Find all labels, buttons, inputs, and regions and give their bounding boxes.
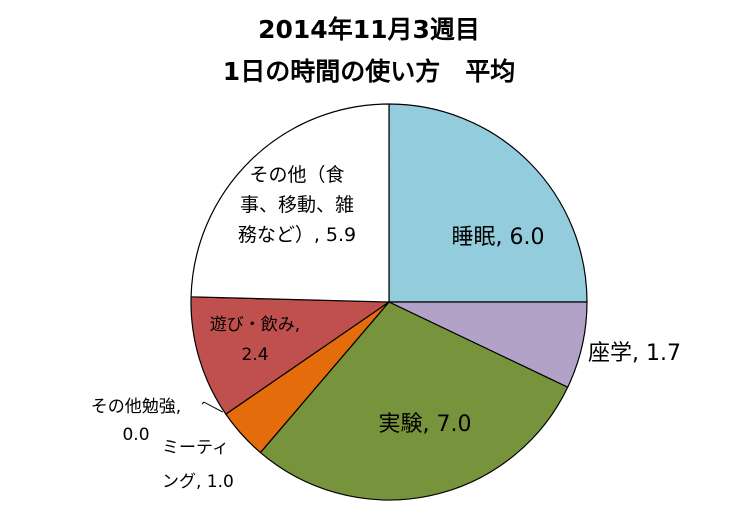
leader-lines — [201, 401, 224, 413]
chart-title-line-1: 2014年11月3週目 — [258, 15, 480, 44]
data-label-6-line-0: その他（食 — [249, 164, 344, 186]
data-label-6-line-2: 務など）, 5.9 — [238, 224, 356, 246]
pie-slice-6 — [190, 103, 390, 303]
data-label-3-line-0: ミーティ — [162, 438, 229, 458]
pie-slice-5 — [190, 296, 390, 415]
data-label-6: その他（食事、移動、雑務など）, 5.9 — [238, 164, 356, 246]
pie-slices — [190, 103, 588, 501]
data-label-2: 実験, 7.0 — [379, 412, 472, 437]
data-label-1-line-0: 座学, 1.7 — [588, 341, 681, 366]
data-label-1: 座学, 1.7 — [588, 341, 681, 366]
data-label-6-line-1: 事、移動、雑 — [240, 194, 354, 216]
pie-slice-0 — [388, 103, 588, 303]
data-label-0: 睡眠, 6.0 — [452, 225, 545, 250]
chart-title-line-2: 1日の時間の使い方 平均 — [223, 57, 515, 86]
data-label-2-line-0: 実験, 7.0 — [379, 412, 472, 437]
data-label-4-line-0: その他勉強, — [91, 397, 181, 417]
data-label-5-line-1: 2.4 — [241, 345, 268, 365]
data-label-3: ミーティング, 1.0 — [162, 438, 234, 492]
data-label-3-line-1: ング, 1.0 — [162, 472, 234, 492]
chart-title: 2014年11月3週目 1日の時間の使い方 平均 — [223, 15, 515, 86]
data-label-4: その他勉強, 0.0 — [91, 397, 181, 445]
data-label-5-line-0: 遊び・飲み, — [210, 315, 300, 335]
data-label-5: 遊び・飲み, 2.4 — [210, 315, 300, 365]
pie-slice-2 — [259, 301, 569, 501]
leader-line-4 — [201, 401, 224, 413]
data-labels: 睡眠, 6.0 座学, 1.7 実験, 7.0 ミーティング, 1.0 その他勉強, 0.… — [91, 164, 681, 492]
data-label-0-line-0: 睡眠, 6.0 — [452, 225, 545, 250]
data-label-4-line-1: 0.0 — [122, 425, 149, 445]
